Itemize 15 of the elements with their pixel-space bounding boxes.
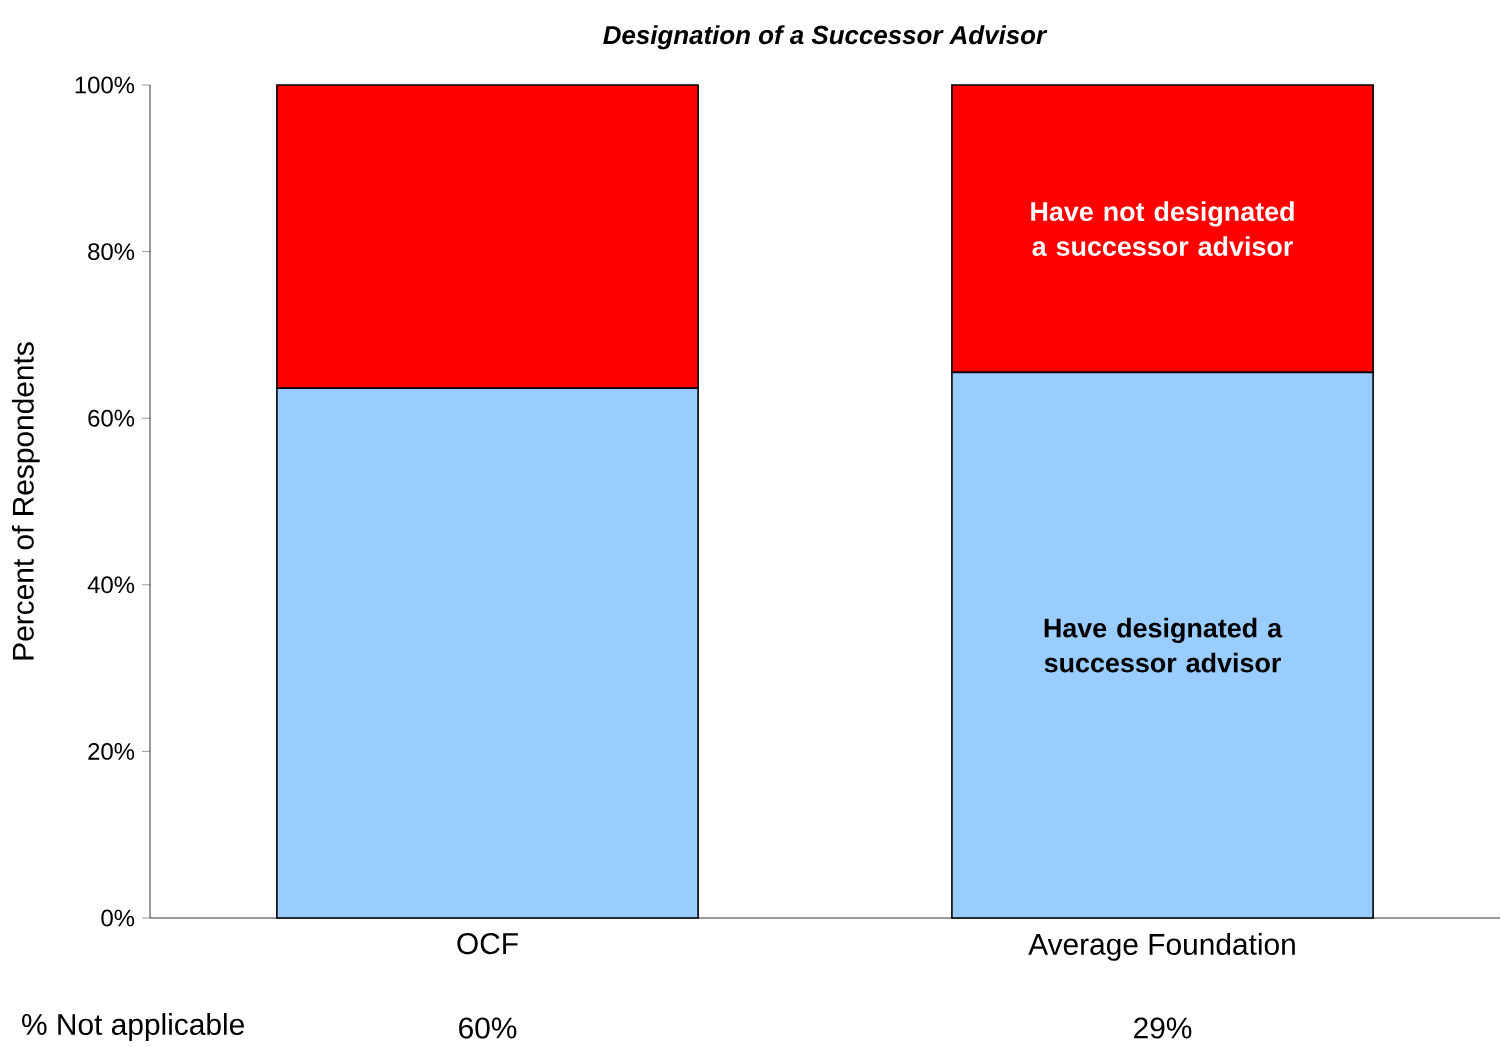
y-tick-label: 100%	[75, 76, 135, 94]
text: 60%	[459, 1017, 517, 1039]
chart-title: Designation of a Successor Advisor	[603, 25, 1048, 50]
x-tick-label: Average Foundation	[1028, 933, 1295, 961]
y-axis-title: Percent of Respondents	[11, 342, 40, 660]
series-label: Have not designated a successor advisor	[1031, 201, 1294, 256]
y-tick-label: 80%	[88, 243, 135, 261]
text: 29%	[1134, 1017, 1192, 1039]
y-tick-label: 60%	[88, 409, 135, 427]
text: % Not applicable	[22, 1013, 244, 1041]
y-tick-label: 0%	[101, 909, 135, 927]
x-tick-label: OCF	[457, 933, 518, 955]
series-label: Have designated a successor advisor	[1044, 617, 1283, 673]
y-tick-label: 20%	[88, 742, 135, 760]
y-tick-label: 40%	[87, 576, 135, 594]
